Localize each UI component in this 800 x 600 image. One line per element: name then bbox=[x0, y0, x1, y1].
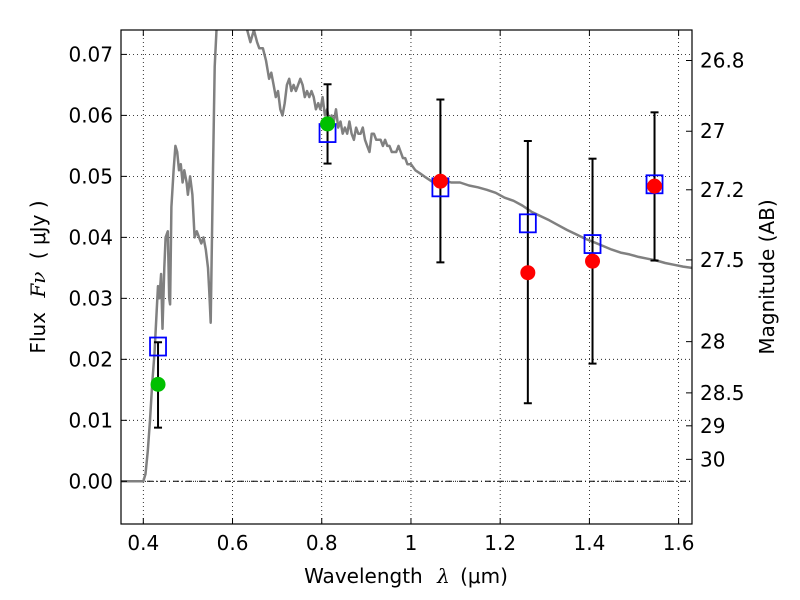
x-tick-label: 1 bbox=[405, 531, 418, 555]
y2-axis-label: Magnitude (AB) bbox=[755, 199, 779, 354]
measured-data-point bbox=[647, 178, 663, 194]
measured-data-point bbox=[585, 253, 601, 269]
detected-data-point bbox=[150, 376, 166, 392]
y2-tick-label: 27.5 bbox=[700, 248, 745, 272]
model-spectrum-line bbox=[121, 30, 218, 483]
y-tick-label: 0.07 bbox=[68, 42, 113, 66]
observed-photometry-points bbox=[150, 116, 663, 392]
y-axis-label-text: Flux bbox=[26, 312, 50, 354]
error-bars bbox=[154, 83, 659, 429]
detected-data-point bbox=[320, 116, 336, 132]
y2-tick-label: 27.2 bbox=[700, 178, 745, 202]
y-tick-label: 0.03 bbox=[68, 286, 113, 310]
y-tick-label: 0.00 bbox=[68, 469, 113, 493]
measured-data-point bbox=[520, 265, 536, 281]
y-tick-label: 0.06 bbox=[68, 103, 113, 127]
y2-tick-label: 28 bbox=[700, 330, 725, 354]
y2-tick-label: 28.5 bbox=[700, 381, 745, 405]
y-tick-label: 0.01 bbox=[68, 408, 113, 432]
x-tick-label: 1.6 bbox=[663, 531, 695, 555]
x-axis-label-unit: (μm) bbox=[460, 564, 508, 588]
y2-tick-label: 27 bbox=[700, 119, 725, 143]
model-point-square bbox=[149, 336, 167, 357]
y-axis-label-unit: ( μJy ) bbox=[26, 200, 50, 259]
x-axis-label-symbol: λ bbox=[436, 564, 450, 588]
x-tick-label: 0.8 bbox=[306, 531, 338, 555]
y2-tick-label: 29 bbox=[700, 414, 725, 438]
y-axis-label-symbol: Fν bbox=[26, 272, 50, 299]
y-tick-label: 0.02 bbox=[68, 347, 113, 371]
x-axis-label: Wavelength λ (μm) bbox=[304, 564, 508, 588]
measured-data-point bbox=[432, 173, 448, 189]
model-point-square bbox=[518, 213, 537, 234]
x-axis-label-text: Wavelength bbox=[304, 564, 423, 588]
grid bbox=[121, 30, 692, 524]
axis-ticks: 0.4 0.6 0.8 1 1.2 1.4 1.6 0.00 0.01 0.02 0.03 0.04 0… bbox=[68, 30, 745, 555]
x-tick-label: 1.4 bbox=[573, 531, 605, 555]
model-point-square bbox=[583, 234, 602, 254]
y2-tick-label: 26.8 bbox=[700, 48, 745, 72]
model-spectrum-line-red bbox=[245, 30, 692, 270]
x-tick-label: 0.6 bbox=[217, 531, 249, 555]
y-axis-label: Flux Fν ( μJy ) bbox=[26, 200, 50, 353]
y-tick-label: 0.04 bbox=[68, 225, 113, 249]
y2-tick-label: 30 bbox=[700, 447, 725, 471]
x-tick-label: 1.2 bbox=[484, 531, 516, 555]
plot-frame bbox=[120, 29, 693, 525]
y-tick-label: 0.05 bbox=[68, 164, 113, 188]
x-tick-label: 0.4 bbox=[127, 531, 159, 555]
